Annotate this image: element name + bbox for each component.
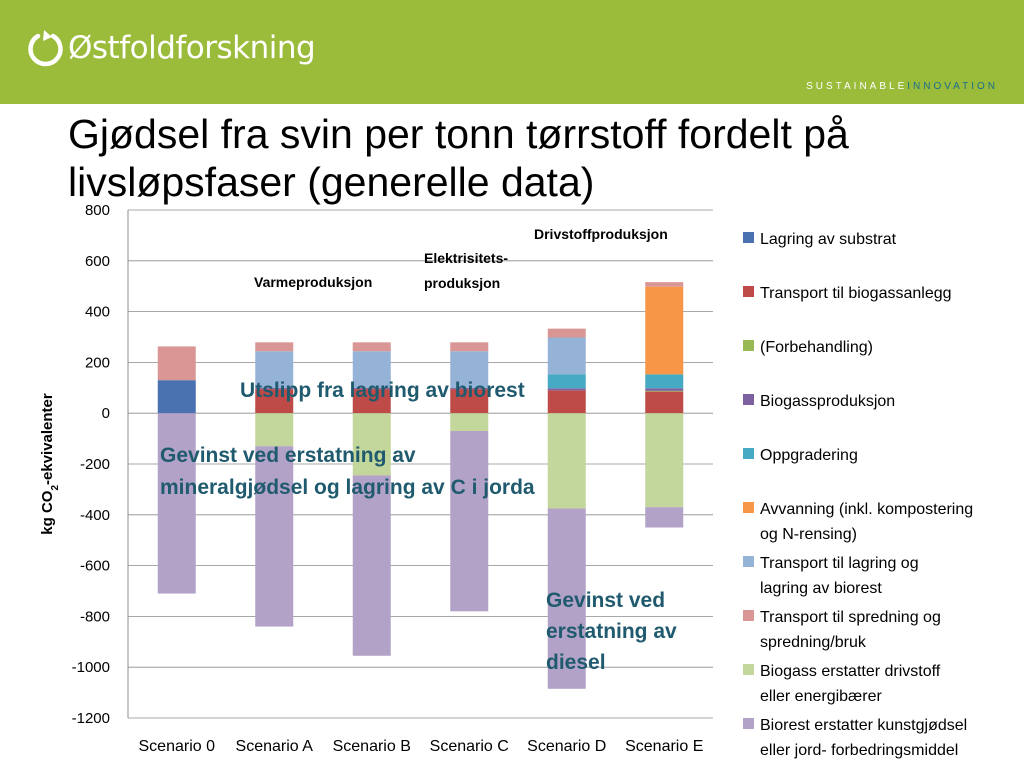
legend-swatch xyxy=(743,448,754,459)
bar-segment xyxy=(352,388,391,390)
legend-swatch xyxy=(743,286,754,297)
bar-segment xyxy=(157,380,196,414)
bar-segment xyxy=(255,388,294,390)
bar-segment xyxy=(645,282,684,287)
page-title: Gjødsel fra svin per tonn tørrstoff ford… xyxy=(68,111,849,205)
chart-annotation: Drivstoffproduksjon xyxy=(534,226,668,242)
chart-annotation: Gevinst ved erstatning av mineralgjødsel … xyxy=(160,444,535,499)
logo-text: Østfoldforskning xyxy=(68,30,316,66)
tagline-part-2: INNOVATION xyxy=(907,81,998,92)
y-tick-label: -200 xyxy=(80,456,110,473)
tagline: SUSTAINABLEINNOVATION xyxy=(806,81,998,92)
bar-segment xyxy=(450,430,489,612)
bar-segment xyxy=(352,475,391,656)
bar-segment xyxy=(645,388,684,391)
y-tick-label: 800 xyxy=(85,202,110,219)
y-axis-label: kg CO2-ekvivalenter xyxy=(39,393,61,535)
logo-icon xyxy=(28,30,63,67)
legend-label: Avvanning (inkl. kompostering og N-rensin… xyxy=(760,501,973,543)
legend-label: Biorest erstatter kunstgjødsel eller jord… xyxy=(760,717,967,759)
bar-segment xyxy=(547,390,586,414)
legend-label: Biogassproduksjon xyxy=(760,393,895,410)
bar-segment xyxy=(450,389,489,414)
legend-swatch xyxy=(743,718,754,729)
chart-annotation: Varmeproduksjon xyxy=(254,274,372,290)
y-tick-label: -1000 xyxy=(72,659,110,676)
bar-segment xyxy=(450,342,489,352)
legend-swatch xyxy=(743,610,754,621)
bar-segment xyxy=(255,342,294,352)
chart-annotation: Gevinst ved erstatning av diesel xyxy=(546,589,677,674)
y-tick-label: 200 xyxy=(85,354,110,371)
y-tick-label: -800 xyxy=(80,608,110,625)
x-tick-label: Scenario A xyxy=(236,738,314,755)
bar-segment xyxy=(352,342,391,352)
bar-segment xyxy=(645,390,684,392)
bar-segment xyxy=(352,389,391,414)
legend-swatch xyxy=(743,556,754,567)
legend-label: Biogass erstatter drivstoff eller energib… xyxy=(760,663,941,705)
bar-segment xyxy=(547,413,586,509)
x-tick-label: Scenario 0 xyxy=(139,738,216,755)
legend-swatch xyxy=(743,664,754,675)
bar-segment xyxy=(352,351,391,389)
legend-label: Transport til biogassanlegg xyxy=(760,285,952,302)
chart-annotation: Utslipp fra lagring av biorest xyxy=(240,379,525,402)
bar-segment xyxy=(645,391,684,414)
legend-label: Oppgradering xyxy=(760,447,858,464)
legend-swatch xyxy=(743,394,754,405)
bar-segment xyxy=(547,508,586,689)
header-banner: Østfoldforskning SUSTAINABLEINNOVATION xyxy=(0,0,1024,104)
tagline-part-1: SUSTAINABLE xyxy=(806,81,908,92)
legend-label: Lagring av substrat xyxy=(760,231,897,248)
bar-segment xyxy=(255,413,294,447)
bar-segment xyxy=(547,388,586,391)
bar-segment xyxy=(255,389,294,414)
x-tick-label: Scenario B xyxy=(333,738,411,755)
bar-segment xyxy=(547,337,586,375)
legend-label: Transport til lagring og lagring av biore… xyxy=(760,555,919,597)
bar-segment xyxy=(255,446,294,627)
bar-segment xyxy=(157,346,196,381)
chart-annotation: Elektrisitets-produksjon xyxy=(424,250,508,291)
y-tick-label: -1200 xyxy=(72,710,110,727)
legend-label: Transport til spredning og spredning/bruk xyxy=(760,609,941,651)
legend-swatch xyxy=(743,502,754,513)
bar-segment xyxy=(645,507,684,528)
x-tick-label: Scenario C xyxy=(430,738,509,755)
bar-segment xyxy=(157,413,196,594)
bar-segment xyxy=(255,351,294,389)
bar-segment xyxy=(645,413,684,508)
bar-segment xyxy=(547,374,586,389)
y-tick-label: -400 xyxy=(80,507,110,524)
x-tick-label: Scenario E xyxy=(625,738,703,755)
bar-segment xyxy=(450,388,489,390)
x-tick-label: Scenario D xyxy=(527,738,606,755)
legend-swatch xyxy=(743,232,754,243)
y-tick-label: -600 xyxy=(80,558,110,575)
bar-segment xyxy=(450,351,489,389)
bar-segment xyxy=(645,374,684,389)
y-tick-label: 400 xyxy=(85,304,110,321)
legend-label: (Forbehandling) xyxy=(760,339,873,356)
bar-segment xyxy=(450,413,489,431)
bar-segment xyxy=(547,328,586,338)
y-tick-label: 0 xyxy=(102,405,110,422)
y-tick-label: 600 xyxy=(85,253,110,270)
bar-segment xyxy=(352,413,391,476)
bar-segment xyxy=(645,286,684,375)
legend-swatch xyxy=(743,340,754,351)
